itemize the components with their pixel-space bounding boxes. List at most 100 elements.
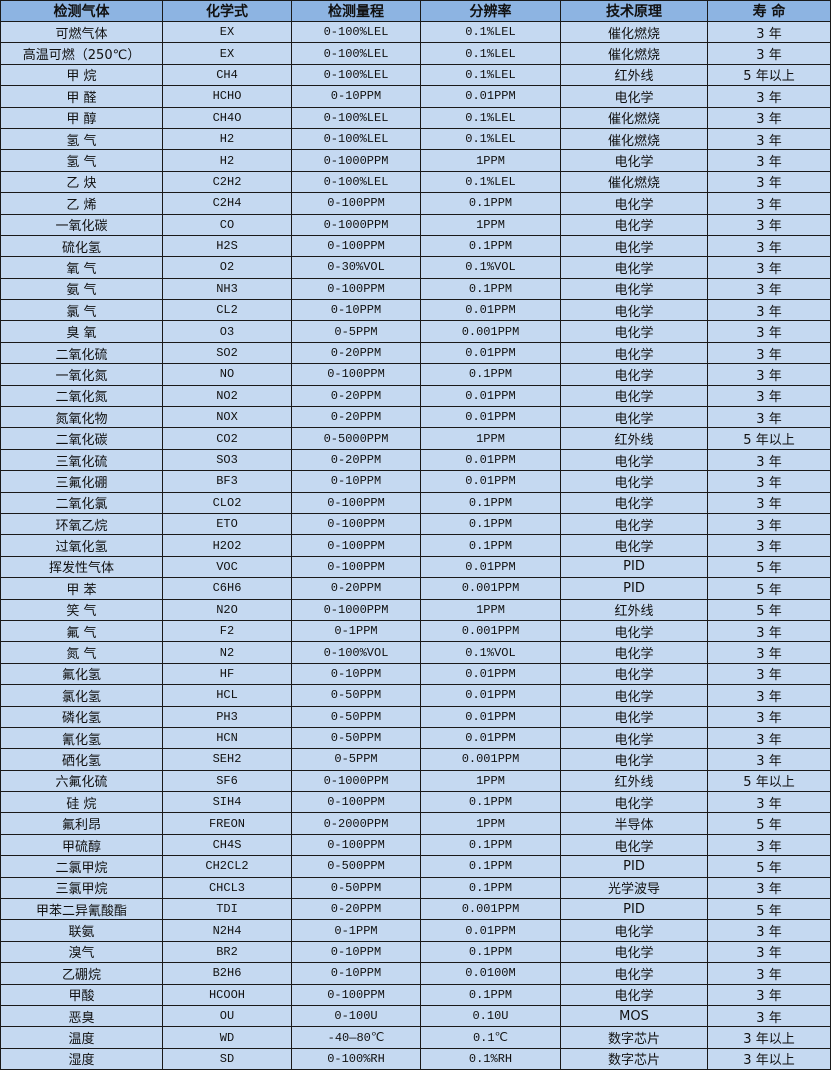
table-row: 氟 气 F2 0-1PPM 0.001PPM 电化学 3 年 xyxy=(0,619,831,643)
cell-formula: VOC xyxy=(162,555,292,579)
cell-principle: 电化学 xyxy=(560,833,708,857)
table-row: 氨 气 NH3 0-100PPM 0.1PPM 电化学 3 年 xyxy=(0,277,831,301)
cell-formula: HCL xyxy=(162,684,292,707)
cell-range: 0-5000PPM xyxy=(291,427,421,450)
cell-range: 0-100PPM xyxy=(291,534,421,557)
cell-principle: 催化燃烧 xyxy=(560,127,708,151)
cell-range: 0-20PPM xyxy=(291,577,421,600)
cell-principle: MOS xyxy=(560,1004,708,1028)
cell-range: 0-50PPM xyxy=(291,684,421,707)
cell-lifespan: 5 年 xyxy=(707,812,831,835)
cell-principle: 电化学 xyxy=(560,748,708,771)
table-row: 氟化氢 HF 0-10PPM 0.01PPM 电化学 3 年 xyxy=(0,662,831,686)
cell-gas-name: 温度 xyxy=(0,1026,163,1049)
cell-principle: 半导体 xyxy=(560,812,708,835)
table-row: 三氧化硫 SO3 0-20PPM 0.01PPM 电化学 3 年 xyxy=(0,448,831,472)
cell-gas-name: 甲 醇 xyxy=(0,106,163,129)
cell-lifespan: 3 年 xyxy=(707,42,831,65)
cell-resolution: 0.1%VOL xyxy=(420,256,561,279)
cell-principle: 电化学 xyxy=(560,641,708,664)
cell-lifespan: 3 年 xyxy=(707,684,831,707)
table-row: 甲 烷 CH4 0-100%LEL 0.1%LEL 红外线 5 年以上 xyxy=(0,63,831,87)
table-row: 硫化氢 H2S 0-100PPM 0.1PPM 电化学 3 年 xyxy=(0,234,831,258)
cell-lifespan: 3 年 xyxy=(707,726,831,750)
cell-gas-name: 联氨 xyxy=(0,919,163,942)
table-row: 联氨 N2H4 0-1PPM 0.01PPM 电化学 3 年 xyxy=(0,919,831,942)
table-row: 甲 醇 CH4O 0-100%LEL 0.1%LEL 催化燃烧 3 年 xyxy=(0,106,831,129)
cell-resolution: 0.001PPM xyxy=(420,577,561,600)
table-row: 氧 气 O2 0-30%VOL 0.1%VOL 电化学 3 年 xyxy=(0,256,831,279)
table-row: 环氧乙烷 ETO 0-100PPM 0.1PPM 电化学 3 年 xyxy=(0,512,831,536)
column-header-resolution: 分辨率 xyxy=(420,0,561,22)
table-row: 乙 烯 C2H4 0-100PPM 0.1PPM 电化学 3 年 xyxy=(0,192,831,215)
cell-lifespan: 3 年 xyxy=(707,619,831,643)
column-header-lifespan: 寿 命 xyxy=(707,0,831,22)
cell-gas-name: 甲 苯 xyxy=(0,577,163,600)
cell-gas-name: 溴气 xyxy=(0,940,163,964)
cell-principle: 电化学 xyxy=(560,363,708,386)
cell-lifespan: 5 年 xyxy=(707,898,831,921)
cell-lifespan: 3 年 xyxy=(707,876,831,900)
table-row: 磷化氢 PH3 0-50PPM 0.01PPM 电化学 3 年 xyxy=(0,705,831,728)
cell-lifespan: 5 年 xyxy=(707,577,831,600)
cell-formula: TDI xyxy=(162,898,292,921)
cell-principle: 电化学 xyxy=(560,534,708,557)
cell-resolution: 0.1PPM xyxy=(420,833,561,857)
cell-gas-name: 可燃气体 xyxy=(0,20,163,44)
cell-resolution: 0.10U xyxy=(420,1004,561,1028)
cell-formula: SO3 xyxy=(162,448,292,472)
cell-resolution: 0.1℃ xyxy=(420,1026,561,1049)
table-header-row: 检测气体 化学式 检测量程 分辨率 技术原理寿 命 xyxy=(0,0,831,22)
cell-principle: 电化学 xyxy=(560,406,708,429)
cell-principle: 电化学 xyxy=(560,791,708,814)
table-row: 笑 气 N2O 0-1000PPM 1PPM 红外线 5 年 xyxy=(0,598,831,621)
cell-lifespan: 5 年 xyxy=(707,855,831,878)
cell-resolution: 0.0100M xyxy=(420,962,561,985)
cell-formula: ETO xyxy=(162,512,292,536)
cell-gas-name: 一氧化氮 xyxy=(0,363,163,386)
cell-principle: PID xyxy=(560,555,708,579)
cell-gas-name: 二氧化氯 xyxy=(0,491,163,514)
cell-resolution: 1PPM xyxy=(420,598,561,621)
cell-gas-name: 甲 醛 xyxy=(0,85,163,108)
cell-lifespan: 3 年 xyxy=(707,106,831,129)
cell-gas-name: 甲硫醇 xyxy=(0,833,163,857)
cell-resolution: 0.1%LEL xyxy=(420,20,561,44)
cell-lifespan: 3 年 xyxy=(707,791,831,814)
table-row: 氢 气 H2 0-100%LEL 0.1%LEL 催化燃烧 3 年 xyxy=(0,127,831,151)
cell-gas-name: 恶臭 xyxy=(0,1004,163,1028)
cell-gas-name: 乙硼烷 xyxy=(0,962,163,985)
cell-formula: H2 xyxy=(162,149,292,172)
cell-range: 0-10PPM xyxy=(291,940,421,964)
cell-formula: HCOOH xyxy=(162,983,292,1006)
cell-range: 0-10PPM xyxy=(291,662,421,686)
cell-resolution: 0.1%RH xyxy=(420,1047,561,1071)
cell-principle: 数字芯片 xyxy=(560,1047,708,1071)
cell-lifespan: 3 年 xyxy=(707,705,831,728)
cell-formula: CH2CL2 xyxy=(162,855,292,878)
cell-lifespan: 5 年 xyxy=(707,598,831,621)
cell-range: 0-1000PPM xyxy=(291,213,421,236)
cell-formula: CHCL3 xyxy=(162,876,292,900)
cell-formula: EX xyxy=(162,42,292,65)
cell-gas-name: 乙 炔 xyxy=(0,170,163,194)
cell-range: -40—80℃ xyxy=(291,1026,421,1049)
table-row: 乙硼烷 B2H6 0-10PPM 0.0100M 电化学 3 年 xyxy=(0,962,831,985)
table-row: 臭 氧 O3 0-5PPM 0.001PPM 电化学 3 年 xyxy=(0,320,831,343)
cell-lifespan: 3 年 xyxy=(707,833,831,857)
cell-resolution: 0.1PPM xyxy=(420,876,561,900)
cell-resolution: 0.1%LEL xyxy=(420,106,561,129)
cell-resolution: 0.1%LEL xyxy=(420,127,561,151)
cell-resolution: 1PPM xyxy=(420,213,561,236)
cell-lifespan: 5 年以上 xyxy=(707,63,831,87)
cell-resolution: 0.01PPM xyxy=(420,341,561,365)
cell-principle: 催化燃烧 xyxy=(560,170,708,194)
table-row: 三氟化硼 BF3 0-10PPM 0.01PPM 电化学 3 年 xyxy=(0,470,831,493)
cell-resolution: 0.01PPM xyxy=(420,384,561,408)
table-row: 恶臭 OU 0-100U 0.10U MOS 3 年 xyxy=(0,1004,831,1028)
cell-range: 0-100%LEL xyxy=(291,106,421,129)
cell-lifespan: 3 年 xyxy=(707,384,831,408)
cell-formula: CLO2 xyxy=(162,491,292,514)
cell-formula: NOX xyxy=(162,406,292,429)
